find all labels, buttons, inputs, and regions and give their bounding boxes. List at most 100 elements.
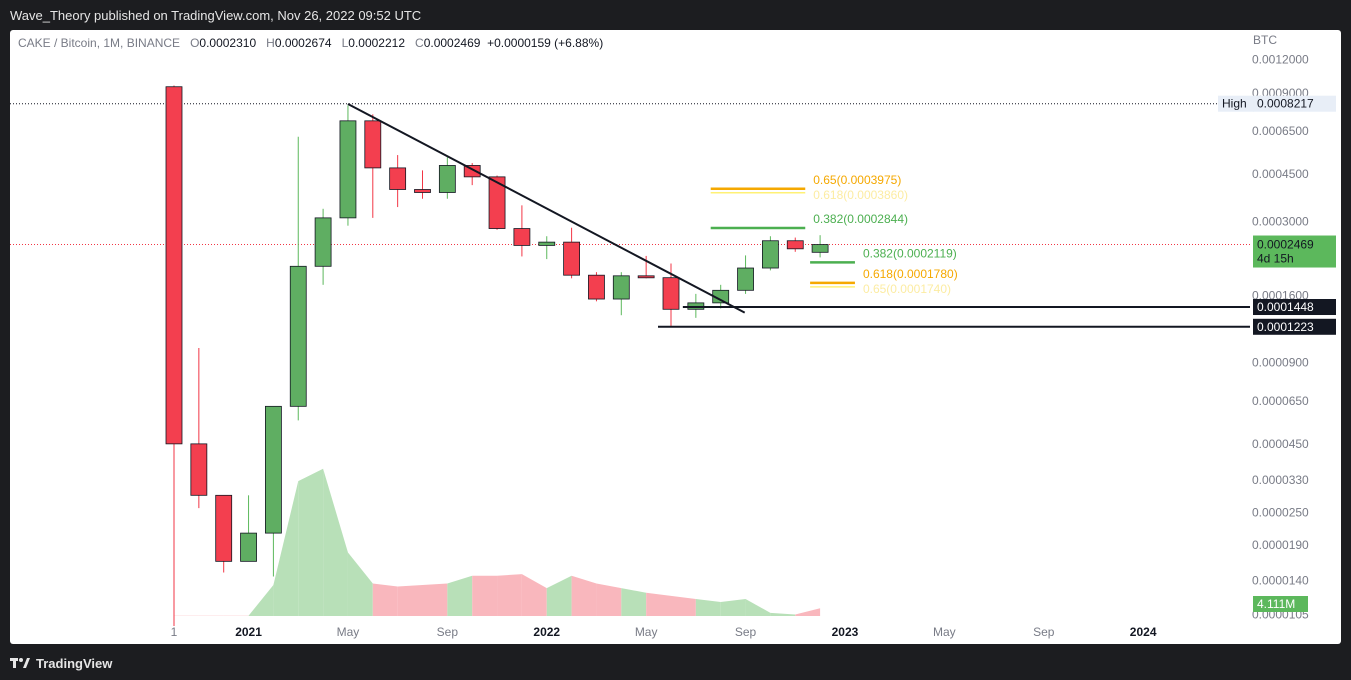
candle-body[interactable] — [165, 86, 183, 445]
support-level-value: 0.0001223 — [1257, 320, 1314, 334]
countdown-label: 4d 15h — [1257, 252, 1294, 266]
candle-body[interactable] — [612, 275, 630, 300]
symbol-legend: CAKE / Bitcoin, 1M, BINANCE O0.0002310 H… — [18, 36, 603, 50]
chart-panel[interactable]: 0.0012000 0.0009000 0.0006500 0.0004500 0.00… — [10, 30, 1341, 644]
price-tick-label: 0.0000650 — [1252, 394, 1309, 408]
candle-body[interactable] — [389, 167, 407, 190]
candle-body[interactable] — [364, 120, 382, 169]
publisher-text: Wave_Theory published on TradingView.com… — [10, 8, 422, 23]
volume-area-segment — [795, 608, 821, 616]
chart-canvas[interactable]: 0.00120000.00090000.00065000.00045000.00… — [10, 30, 1341, 644]
candle-body[interactable] — [438, 165, 456, 193]
volume-area-segment — [447, 575, 473, 616]
candle-body[interactable] — [563, 241, 580, 276]
volume-area-segment — [347, 552, 373, 616]
price-tick-label: 0.0012000 — [1252, 52, 1309, 66]
volume-area-segment — [546, 575, 572, 616]
volume-value-label: 4.111M — [1257, 597, 1295, 611]
volume-tag — [1253, 596, 1308, 612]
tradingview-brand[interactable]: TradingView — [36, 655, 113, 671]
candle-body[interactable] — [737, 267, 754, 291]
time-axis-label: 2023 — [832, 625, 859, 639]
time-axis-label: Sep — [735, 625, 757, 639]
price-tick-label: 0.0000330 — [1252, 473, 1309, 487]
high-tag-bg — [1218, 95, 1254, 112]
time-axis-label: 1 — [171, 625, 178, 639]
candle-body[interactable] — [786, 240, 804, 250]
time-axis-label: May — [933, 625, 956, 639]
candle-body[interactable] — [463, 165, 481, 178]
price-tick-label: 0.0000140 — [1252, 574, 1309, 588]
fib-level-label: 0.382(0.0002844) — [813, 212, 908, 226]
time-axis-label: 2024 — [1130, 625, 1157, 639]
symbol-name[interactable]: CAKE / Bitcoin, 1M, BINANCE — [18, 36, 181, 50]
publisher-bar: Wave_Theory published on TradingView.com… — [0, 0, 1351, 30]
candle-body[interactable] — [637, 275, 655, 279]
volume-area-segment — [695, 598, 721, 616]
open-value: 0.0002310 — [199, 36, 257, 50]
support-level-value: 0.0001448 — [1257, 300, 1314, 314]
volume-area-segment — [596, 583, 622, 616]
candle-body[interactable] — [264, 405, 282, 534]
volume-area-segment — [571, 575, 597, 616]
fib-level-label: 0.65(0.0003975) — [813, 173, 901, 187]
price-tick-label: 0.0000900 — [1252, 356, 1309, 370]
candle-body[interactable] — [662, 277, 680, 310]
candle-body[interactable] — [811, 244, 829, 253]
volume-area-segment — [372, 583, 398, 616]
candle-body[interactable] — [762, 240, 779, 269]
high-tag-label: High — [1222, 97, 1247, 111]
currency-label: BTC — [1253, 33, 1277, 47]
tradingview-logo-icon — [10, 658, 30, 668]
trendline[interactable] — [347, 103, 746, 314]
price-tick-label: 0.0004500 — [1252, 167, 1309, 181]
volume-area-segment — [298, 468, 324, 616]
candle-body[interactable] — [339, 120, 357, 219]
time-axis-label: Sep — [437, 625, 459, 639]
volume-area-segment — [472, 575, 498, 616]
candle-body[interactable] — [215, 494, 233, 562]
volume-area-segment — [521, 574, 547, 616]
low-value: 0.0002212 — [348, 36, 405, 50]
change-value: +0.0000159 (+6.88%) — [487, 36, 604, 50]
volume-area-segment — [273, 481, 299, 616]
low-label: L — [341, 36, 349, 50]
price-tick-label: 0.0000250 — [1252, 506, 1309, 520]
candle-body[interactable] — [314, 217, 332, 267]
fib-ghost-label: 0.618(0.0003860) — [813, 188, 908, 202]
high-value-tag — [1253, 95, 1336, 112]
support-level-tag — [1253, 318, 1336, 335]
time-axis-label: May — [635, 625, 658, 639]
close-value: 0.0002469 — [423, 36, 481, 50]
price-tick-label: 0.0001600 — [1252, 288, 1309, 302]
volume-area-segment — [671, 595, 696, 616]
candle-body[interactable] — [190, 443, 208, 496]
volume-area-segment — [646, 592, 671, 616]
current-price-value: 0.0002469 — [1257, 238, 1314, 252]
support-level-tag — [1253, 299, 1336, 316]
volume-area-segment — [497, 574, 522, 616]
candle-body[interactable] — [488, 176, 506, 229]
time-axis-label: May — [337, 625, 360, 639]
high-value: 0.0002674 — [274, 36, 332, 50]
volume-area-segment — [422, 583, 448, 616]
fib-level-label: 0.382(0.0002119) — [863, 246, 957, 260]
current-price-tag — [1253, 235, 1336, 268]
open-label: O — [190, 36, 200, 50]
footer: TradingView — [10, 652, 112, 674]
high-label: H — [266, 36, 275, 50]
price-tick-label: 0.0000450 — [1252, 437, 1309, 451]
volume-area-segment — [621, 588, 647, 616]
volume-area-segment — [720, 598, 746, 616]
high-value-label: 0.0008217 — [1257, 97, 1314, 111]
volume-area-segment — [248, 585, 274, 616]
candle-body[interactable] — [414, 189, 431, 193]
candle-body[interactable] — [240, 532, 257, 562]
candle-body[interactable] — [588, 274, 605, 300]
candle-body[interactable] — [289, 265, 307, 407]
volume-area-segment — [745, 598, 771, 616]
price-tick-label: 0.0000190 — [1252, 538, 1309, 552]
candle-body[interactable] — [513, 228, 531, 246]
candle-body[interactable] — [538, 241, 556, 246]
volume-area-segment — [397, 585, 423, 616]
